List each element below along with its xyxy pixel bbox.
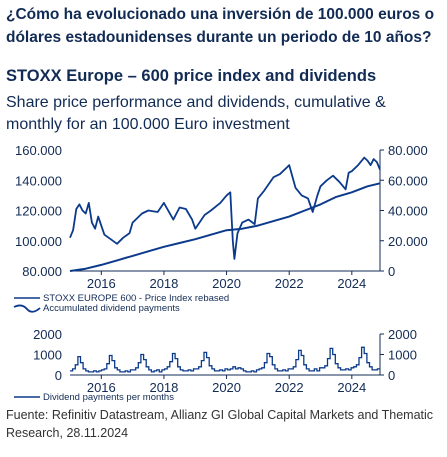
bottom-y2-tick-label: 0 [388,368,395,383]
bottom-y-tick-label: 0 [55,368,62,383]
headline: ¿Cómo ha evolucionado una inversión de 1… [6,6,435,46]
y2-tick-label: 60.000 [388,173,428,188]
legend-label-accumulated-dividend: Accumulated dividend payments [43,303,180,314]
accumulated-dividend-line [69,182,381,272]
legend-label-price-index: STOXX EUROPE 600 - Price Index rebased [43,293,229,304]
bottom-x-tick-label: 2016 [87,380,116,395]
bottom-x-tick-label: 2024 [337,380,366,395]
y-tick-label: 120.000 [15,204,62,219]
x-tick-label: 2018 [149,276,178,291]
y-tick-label: 140.000 [15,173,62,188]
bottom-y2-tick-label: 2000 [388,327,417,342]
bottom-x-tick-label: 2020 [212,380,241,395]
monthly-dividend-series [70,346,380,373]
chart-title: STOXX Europe – 600 price index and divid… [6,67,377,85]
chart-subtitle: Share price performance and dividends, c… [6,94,386,133]
x-tick-label: 2022 [275,276,304,291]
bottom-y-tick-label: 1000 [33,348,62,363]
y-tick-label: 160.000 [15,143,62,158]
y2-tick-label: 40.000 [388,204,428,219]
y2-tick-label: 20.000 [388,234,428,249]
y-tick-label: 80.000 [22,264,62,279]
x-tick-label: 2024 [337,276,366,291]
bottom-x-tick-label: 2018 [149,380,178,395]
y2-tick-label: 0 [388,264,395,279]
dividend-chart: 0 1000 2000 0 1000 2000 2016 2018 2020 2022 2024 Di… [14,327,417,403]
legend-label-monthly-dividend: Dividend payments per months [43,392,174,403]
bottom-y2-tick-label: 1000 [388,348,417,363]
price-index-line [69,156,381,260]
y2-tick-label: 80.000 [388,143,428,158]
main-chart: 80.000 100.000 120.000 140.000 160.000 0 20.00… [13,143,428,314]
source-note: Fuente: Refinitiv Datastream, Allianz GI… [6,408,434,440]
x-tick-label: 2020 [212,276,241,291]
legend-swatch-accumulated-dividend [13,304,41,313]
bottom-x-tick-label: 2022 [275,380,304,395]
bottom-y-tick-label: 2000 [33,327,62,342]
y-tick-label: 100.000 [15,234,62,249]
x-tick-label: 2016 [87,276,116,291]
